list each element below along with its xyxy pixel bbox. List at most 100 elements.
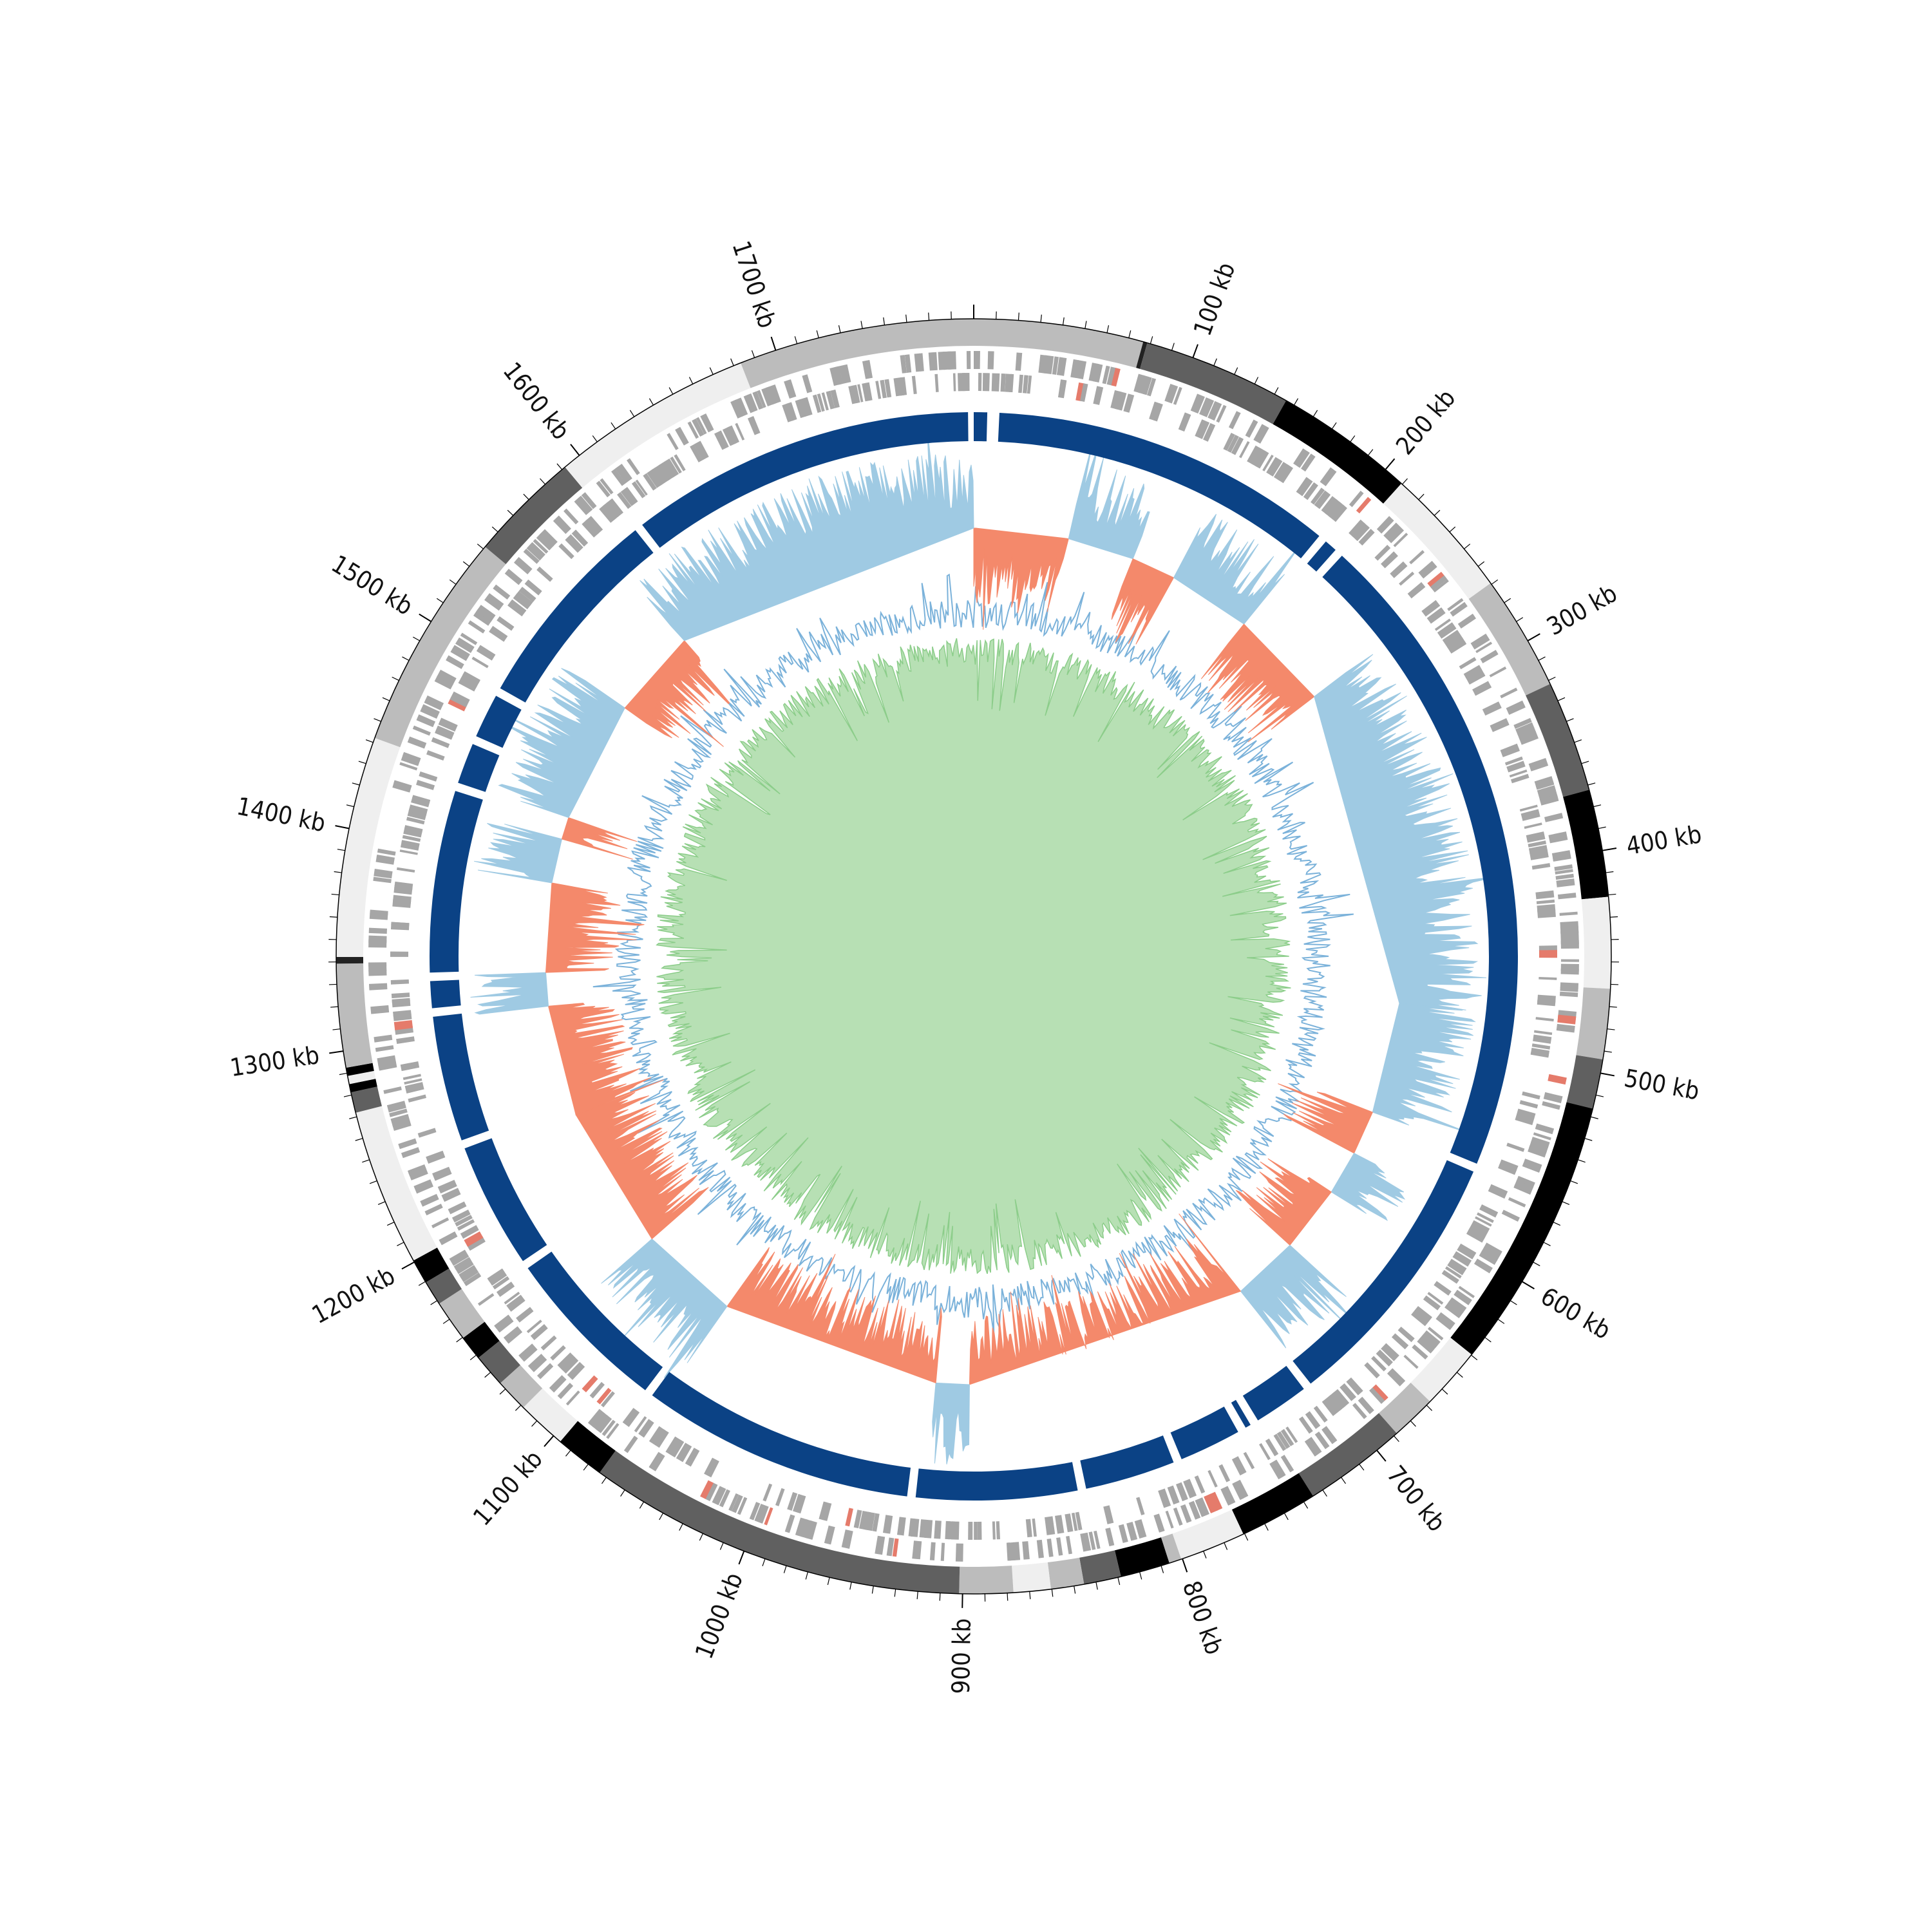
- gene-mark: [1027, 375, 1032, 394]
- gene-mark: [1280, 1454, 1294, 1473]
- gene-mark: [1543, 1092, 1563, 1104]
- gene-mark: [1421, 600, 1441, 617]
- gene-mark: [900, 355, 907, 374]
- gene-mark: [1032, 1518, 1037, 1537]
- gene-mark: [704, 1457, 719, 1478]
- gene-mark: [714, 430, 729, 450]
- gene-mark: [516, 591, 533, 606]
- gene-mark: [762, 1483, 773, 1502]
- gene-mark: [404, 1078, 422, 1085]
- minor-tick: [649, 398, 654, 406]
- gene-mark: [764, 1507, 773, 1526]
- gene-mark: [1358, 1396, 1374, 1414]
- contig-segment: [1526, 683, 1589, 797]
- gene-mark: [1519, 804, 1538, 812]
- gene-mark: [1426, 607, 1446, 624]
- gene-mark: [1447, 598, 1464, 611]
- contig-segment: [1378, 1383, 1430, 1434]
- gene-mark: [553, 515, 571, 535]
- gc-skew-positive: [474, 822, 563, 884]
- gene-mark: [1459, 657, 1477, 670]
- gene-mark: [1530, 849, 1549, 860]
- gene-mark: [407, 1164, 427, 1177]
- gene-mark: [1118, 1524, 1128, 1543]
- minor-tick: [1117, 1577, 1121, 1586]
- minor-tick: [565, 1450, 571, 1457]
- gene-mark: [390, 951, 409, 957]
- gene-mark: [834, 366, 844, 385]
- gene-mark: [617, 491, 632, 509]
- minor-tick: [1274, 387, 1279, 395]
- gene-mark: [1519, 731, 1539, 745]
- minor-tick: [362, 1159, 370, 1163]
- gene-mark: [1178, 412, 1191, 432]
- gene-mark: [1175, 1482, 1188, 1502]
- feature-block: [430, 791, 483, 973]
- minor-tick: [1611, 983, 1619, 985]
- gene-mark: [826, 390, 835, 410]
- minor-tick: [1171, 343, 1175, 351]
- gene-mark: [1488, 1184, 1508, 1199]
- tick-label: 200 kb: [1390, 384, 1461, 460]
- gene-mark: [455, 637, 475, 654]
- gene-mark: [453, 1256, 471, 1270]
- minor-tick: [365, 739, 374, 743]
- gene-mark: [564, 508, 579, 525]
- contig-ring: [336, 318, 1612, 1595]
- gene-mark: [494, 1314, 514, 1333]
- gene-mark: [536, 566, 553, 582]
- gene-mark: [606, 1423, 620, 1439]
- gene-mark: [451, 691, 470, 704]
- gene-mark: [441, 1188, 461, 1202]
- gene-mark: [487, 1268, 505, 1282]
- minor-tick: [1341, 1477, 1347, 1484]
- gene-mark: [1301, 453, 1316, 472]
- gene-mark: [1305, 1439, 1318, 1457]
- gene-mark: [1528, 1145, 1547, 1158]
- gene-mark: [1472, 1220, 1490, 1233]
- gene-mark: [493, 584, 511, 600]
- gene-mark: [1539, 976, 1557, 980]
- gc-skew-positive: [1314, 654, 1499, 1010]
- gene-mark: [1555, 873, 1574, 880]
- gene-mark: [662, 460, 676, 478]
- gene-mark: [1517, 726, 1537, 739]
- major-tick: [738, 1551, 745, 1565]
- minor-tick: [369, 1180, 377, 1184]
- gene-mark: [734, 397, 748, 417]
- gene-mark: [420, 704, 440, 719]
- minor-tick: [905, 314, 907, 323]
- gene-mark: [1009, 374, 1014, 393]
- gene-mark: [392, 1120, 412, 1132]
- gene-mark: [1208, 401, 1222, 421]
- gene-mark: [614, 464, 632, 484]
- gene-mark: [399, 762, 418, 771]
- major-tick: [1182, 1558, 1188, 1573]
- gene-mark: [476, 645, 496, 661]
- gene-mark: [526, 1320, 542, 1334]
- contig-segment: [478, 1340, 520, 1383]
- gene-mark: [471, 656, 489, 668]
- gene-mark: [399, 849, 418, 855]
- gene-mark: [1195, 419, 1210, 439]
- gene-mark: [455, 1215, 473, 1227]
- gene-mark: [1111, 368, 1121, 387]
- minor-tick: [1605, 871, 1614, 873]
- gene-mark: [466, 1235, 486, 1251]
- gene-mark: [1539, 794, 1559, 806]
- gene-mark: [649, 1426, 662, 1443]
- contig-segment: [1172, 1510, 1244, 1560]
- gene-mark: [539, 529, 558, 547]
- gene-mark: [1349, 519, 1365, 537]
- gene-mark: [821, 392, 829, 411]
- gc-skew-positive: [1068, 440, 1150, 560]
- minor-tick: [337, 849, 345, 851]
- minor-tick: [1074, 1586, 1076, 1594]
- minor-tick: [515, 1405, 522, 1411]
- gene-mark: [1231, 1456, 1247, 1476]
- gene-mark: [368, 970, 387, 976]
- gene-mark: [468, 620, 486, 634]
- gene-mark: [1075, 382, 1085, 402]
- gene-mark: [634, 1416, 647, 1433]
- gene-mark: [1418, 560, 1437, 578]
